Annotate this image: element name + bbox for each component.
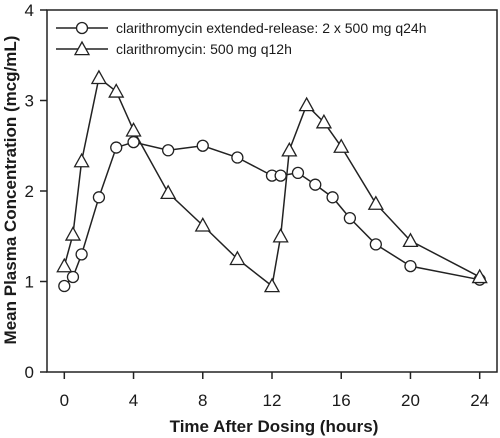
data-point [58,279,71,293]
data-point [92,191,106,204]
data-point [367,195,384,210]
data-point [162,144,175,157]
data-point [291,166,305,180]
data-point [127,135,140,149]
data-point [274,169,287,182]
data-point [194,217,211,232]
x-tick-label: 0 [60,391,69,410]
data-point [315,113,333,129]
plot-frame [46,9,498,373]
data-point [64,226,82,241]
y-tick-label: 3 [25,92,34,111]
data-point [110,141,123,154]
x-axis-title: Time After Dosing (hours) [170,417,379,436]
data-point [326,191,339,204]
data-point [298,96,315,112]
x-tick-label: 4 [129,391,138,410]
series-line [63,76,481,288]
x-tick-label: 24 [470,391,489,410]
y-tick-label: 1 [25,273,34,292]
data-point [196,139,209,152]
legend-label: clarithromycin: 500 mg q12h [116,41,292,57]
y-axis-title: Mean Plasma Concentration (mcg/mL) [1,36,20,345]
data-point [343,211,357,225]
data-point [231,151,244,164]
y-tick-label: 2 [25,182,34,201]
data-point [73,152,90,168]
y-tick-label: 4 [25,1,34,20]
data-point [108,83,125,98]
x-tick-label: 20 [401,391,420,410]
data-point [229,250,246,266]
data-point [160,184,177,200]
series-1 [58,135,486,293]
data-point [369,238,382,251]
data-point [471,268,488,284]
legend: clarithromycin extended-release: 2 x 500… [56,20,427,57]
series-2 [56,69,488,293]
data-point [75,248,88,261]
data-point [125,122,142,137]
data-point [56,257,73,273]
data-point [309,178,322,191]
series-line [63,141,480,287]
chart-series [56,69,488,293]
x-tick-label: 12 [263,391,282,410]
legend-marker [73,40,91,56]
legend-marker [75,21,89,35]
data-point [333,138,350,153]
data-point [66,270,80,284]
y-tick-label: 0 [25,363,34,382]
x-tick-label: 8 [198,391,207,410]
data-point [272,227,289,243]
legend-label: clarithromycin extended-release: 2 x 500… [116,20,427,36]
data-point [402,232,419,248]
data-point [404,259,417,273]
data-point [263,277,281,293]
x-tick-label: 16 [332,391,351,410]
data-point [90,69,108,85]
data-point [281,141,298,157]
